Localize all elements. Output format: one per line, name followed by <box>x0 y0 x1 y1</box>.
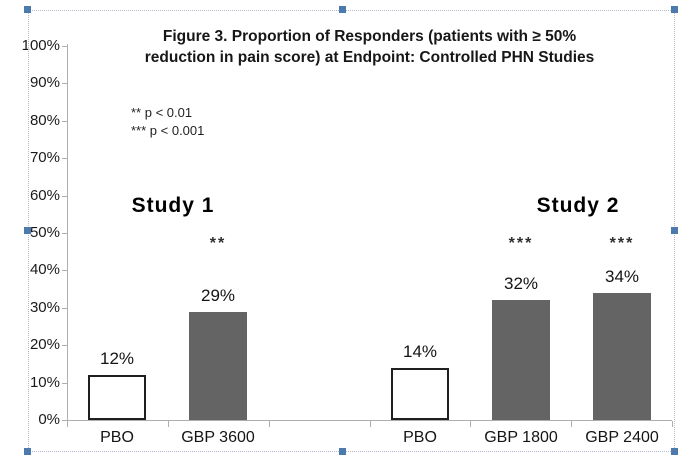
x-axis-line <box>67 420 672 421</box>
x-category-label-gbp-3600-study1: GBP 3600 <box>181 429 255 446</box>
y-axis-tick <box>62 383 67 384</box>
y-axis-label: 80% <box>29 112 60 129</box>
image-selection-border[interactable] <box>28 10 675 452</box>
study1-group-label: Study 1 <box>131 194 215 217</box>
significance-legend: ** p < 0.01 *** p < 0.001 <box>131 104 204 140</box>
x-axis-tick <box>370 421 371 427</box>
y-axis-tick <box>62 345 67 346</box>
y-axis-tick <box>62 121 67 122</box>
selection-handle-top-center[interactable] <box>339 6 346 13</box>
x-axis-tick <box>67 421 68 427</box>
y-axis-line <box>67 44 68 421</box>
significance-legend-line1: ** p < 0.01 <box>131 105 193 120</box>
y-axis-tick <box>62 83 67 84</box>
y-axis-tick <box>62 420 67 421</box>
x-category-label-pbo-study1: PBO <box>100 429 134 446</box>
bar-value-label-pbo-study2: 14% <box>402 342 438 361</box>
significance-marker-gbp-2400-study2: *** <box>609 235 635 252</box>
study2-group-label: Study 2 <box>536 194 620 217</box>
y-axis-label: 20% <box>29 336 60 353</box>
y-axis-tick <box>62 270 67 271</box>
x-category-label-gbp-1800-study2: GBP 1800 <box>484 429 558 446</box>
x-category-label-gbp-2400-study2: GBP 2400 <box>585 429 659 446</box>
chart-title-line1: Figure 3. Proportion of Responders (pati… <box>162 28 577 45</box>
y-axis-label: 60% <box>29 187 60 204</box>
selection-handle-top-right[interactable] <box>671 6 678 13</box>
x-axis-tick <box>269 421 270 427</box>
selection-handle-bottom-right[interactable] <box>671 448 678 455</box>
y-axis-label: 40% <box>29 261 60 278</box>
y-axis-label: 0% <box>38 411 60 428</box>
y-axis-tick <box>62 46 67 47</box>
y-axis-label: 100% <box>21 37 60 54</box>
bar-gbp-2400-study2 <box>593 293 651 420</box>
bar-gbp-1800-study2 <box>492 300 550 420</box>
y-axis-tick <box>62 196 67 197</box>
bar-value-label-gbp-2400-study2: 34% <box>604 267 640 286</box>
bar-value-label-gbp-3600-study1: 29% <box>200 286 236 305</box>
y-axis-tick <box>62 233 67 234</box>
y-axis-label: 10% <box>29 374 60 391</box>
x-axis-tick <box>168 421 169 427</box>
x-axis-tick <box>571 421 572 427</box>
selection-handle-middle-right[interactable] <box>671 227 678 234</box>
bar-pbo-study1 <box>88 375 146 420</box>
significance-legend-line2: *** p < 0.001 <box>131 123 205 138</box>
bar-value-label-gbp-1800-study2: 32% <box>503 274 539 293</box>
significance-marker-gbp-3600-study1: ** <box>209 235 227 252</box>
y-axis-label: 50% <box>29 224 60 241</box>
y-axis-label: 90% <box>29 74 60 91</box>
chart-title: Figure 3. Proportion of Responders (pati… <box>67 26 672 68</box>
bar-gbp-3600-study1 <box>189 312 247 420</box>
significance-marker-gbp-1800-study2: *** <box>508 235 534 252</box>
y-axis-tick <box>62 308 67 309</box>
selection-handle-top-left[interactable] <box>24 6 31 13</box>
x-axis-tick <box>470 421 471 427</box>
chart-title-line2: reduction in pain score) at Endpoint: Co… <box>144 49 595 66</box>
y-axis-tick <box>62 158 67 159</box>
x-category-label-pbo-study2: PBO <box>403 429 437 446</box>
y-axis-label: 70% <box>29 149 60 166</box>
y-axis-label: 30% <box>29 299 60 316</box>
bar-pbo-study2 <box>391 368 449 420</box>
selection-handle-bottom-center[interactable] <box>339 448 346 455</box>
x-axis-tick <box>672 421 673 427</box>
bar-value-label-pbo-study1: 12% <box>99 349 135 368</box>
selection-handle-middle-left[interactable] <box>24 227 31 234</box>
selection-handle-bottom-left[interactable] <box>24 448 31 455</box>
